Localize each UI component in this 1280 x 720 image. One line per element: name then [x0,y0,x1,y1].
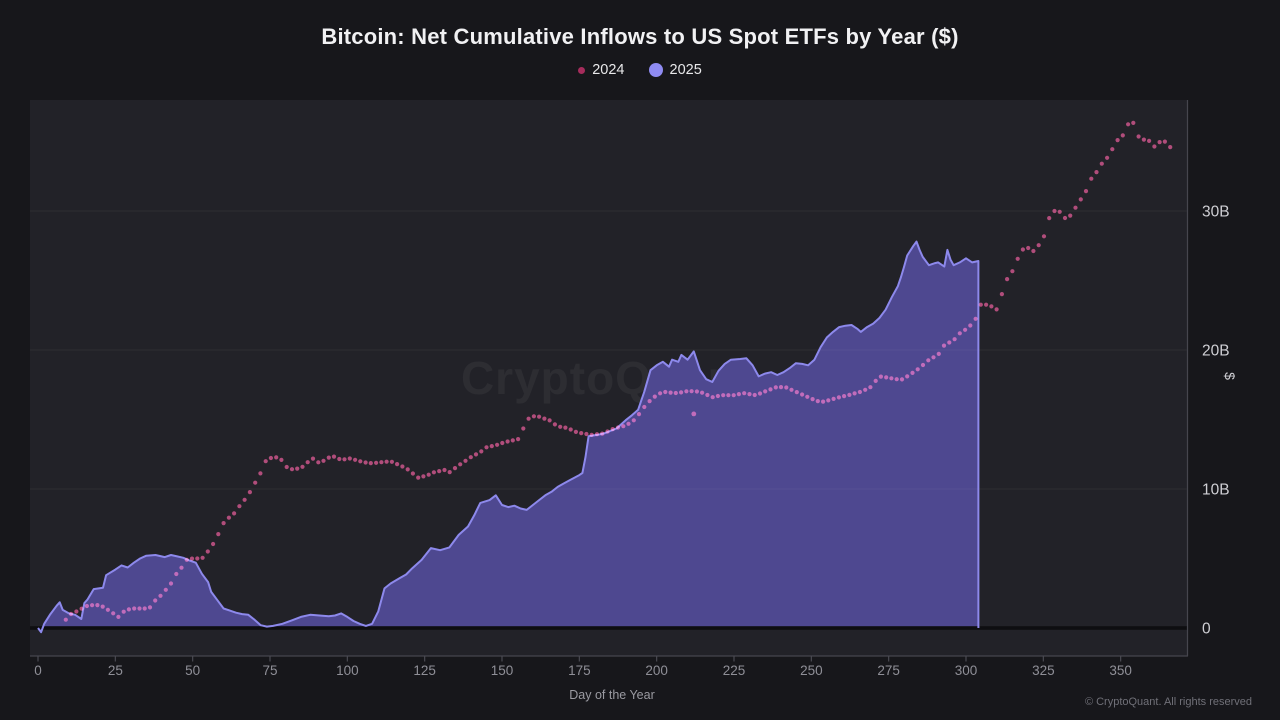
legend-2024-label: 2024 [592,62,625,78]
x-tick-label: 175 [568,663,591,678]
y-tick-label: 20B [1202,343,1230,360]
chart-legend: 2024 2025 [0,62,1280,78]
copyright-notice: © CryptoQuant. All rights reserved [1084,696,1252,708]
x-tick-label: 0 [34,663,42,678]
x-tick-label: 75 [262,663,277,678]
x-tick-label: 25 [108,663,123,678]
dots-2024 [63,120,1173,622]
x-tick-label: 350 [1109,663,1132,678]
legend-item-2025[interactable]: 2025 [648,62,702,78]
y-tick-label: 0 [1202,621,1211,638]
chart-title: Bitcoin: Net Cumulative Inflows to US Sp… [321,24,959,49]
outlier-dot-2024 [691,411,697,417]
y-axis-title: $ [1221,372,1238,380]
x-tick-label: 200 [645,663,668,678]
x-tick-label: 50 [185,663,200,678]
x-tick-label: 325 [1032,663,1055,678]
legend-2025-dot-icon [648,63,663,77]
x-axis-title: Day of the Year [569,688,655,702]
x-tick-label: 125 [413,663,436,678]
y-tick-label: 30B [1202,204,1230,221]
y-tick-label: 10B [1202,482,1230,499]
x-tick-label: 300 [955,663,978,678]
legend-2025-label: 2025 [669,62,702,78]
area-2025 [38,241,979,633]
x-tick-label: 100 [336,663,359,678]
legend-2024-dot-icon [578,66,586,74]
chart-plot-area[interactable]: 0 25 50 75 100 125 150 175 200 225 250 275 300 325 350… [30,100,1280,720]
x-tick-label: 250 [800,663,823,678]
zero-line [30,626,1188,630]
legend-item-2024[interactable]: 2024 [578,62,625,78]
x-tick-label: 275 [877,663,900,678]
chart-container: CryptoQuant 0 25 50 75 100 125 150 175 200 225 250… [30,100,1280,720]
x-tick-label: 225 [723,663,746,678]
x-tick-label: 150 [491,663,514,678]
